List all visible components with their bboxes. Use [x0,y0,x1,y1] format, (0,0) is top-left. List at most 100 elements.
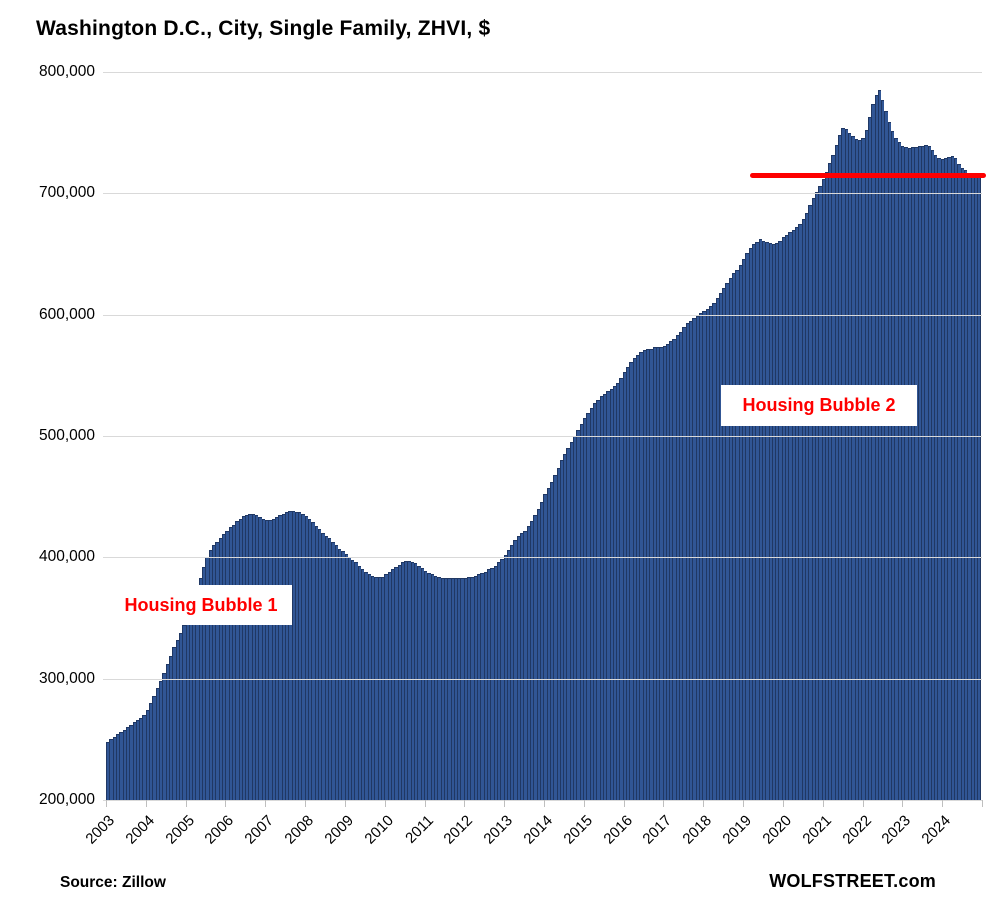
y-gridline [103,557,982,559]
bar [460,577,464,800]
annotation-housing-bubble-1: Housing Bubble 1 [110,585,292,625]
bar [139,717,143,800]
x-tick [663,800,665,807]
bar [251,513,256,800]
bar [182,625,186,800]
bar [636,354,640,800]
bar [947,156,951,800]
red-threshold-line [749,172,986,178]
bar [927,146,931,800]
x-tick [862,800,864,807]
bar [198,577,203,800]
bar [768,243,772,800]
bar [486,569,491,800]
bar [155,688,159,800]
bar [506,550,511,800]
bar [536,508,540,800]
bar [963,170,968,800]
bar [327,537,332,800]
bar [159,681,163,800]
bar [390,569,395,800]
bar [738,264,742,800]
bar [142,715,146,800]
bar [301,513,305,800]
bar [132,722,136,800]
bar [208,550,212,800]
bar [818,186,822,800]
bar [702,311,706,800]
bar [530,520,534,800]
bar [553,474,557,800]
bar [924,144,928,800]
bar [742,258,746,800]
y-tick-label: 300,000 [38,669,95,687]
bar [556,467,560,800]
x-tick [782,800,784,807]
bar [632,358,636,800]
bar [493,565,497,800]
bar [887,121,892,800]
bar [728,278,733,800]
bar [334,545,338,800]
bar [503,554,507,800]
bar [944,158,948,800]
chart-title: Washington D.C., City, Single Family, ZH… [36,17,491,40]
bar [804,212,809,800]
bar [781,237,786,800]
bar [788,232,792,800]
bar [937,158,941,800]
x-tick [344,800,346,807]
bar [115,734,120,800]
bar [109,739,113,800]
bar [715,297,719,800]
bar [712,302,716,800]
bar [543,494,547,800]
bar [857,139,862,800]
bar [659,347,663,800]
bar [523,530,527,800]
bar [844,129,848,800]
bar [364,571,368,800]
bar [685,323,689,800]
y-gridline [103,72,982,73]
bar [483,571,487,800]
bar [248,513,252,800]
bar [235,520,239,800]
bar [172,647,176,800]
bar [168,655,173,800]
bar [708,306,713,800]
x-tick [902,800,904,807]
bar [311,522,315,800]
bar [430,574,434,800]
bar [202,567,206,800]
x-tick [145,800,147,807]
bar [490,568,494,800]
bar [321,533,325,800]
y-tick-label: 400,000 [38,548,95,566]
bar [513,540,517,800]
bar [367,574,371,800]
bar [231,524,236,800]
bar [463,577,468,800]
bar [265,519,269,800]
x-tick [265,800,267,807]
bar [457,577,461,800]
bar [583,417,587,800]
bar [344,553,348,800]
y-tick-label: 200,000 [38,791,95,808]
x-tick [743,800,745,807]
bar [331,541,335,800]
bar [954,158,958,800]
bar [526,525,530,800]
bar [314,525,318,800]
bar [871,103,875,800]
bar [400,562,405,800]
bar [112,736,116,800]
bar [761,240,766,800]
bar [424,570,428,800]
y-gridline [103,436,982,437]
bar [433,575,438,800]
bar [801,218,805,800]
bar [795,227,799,800]
